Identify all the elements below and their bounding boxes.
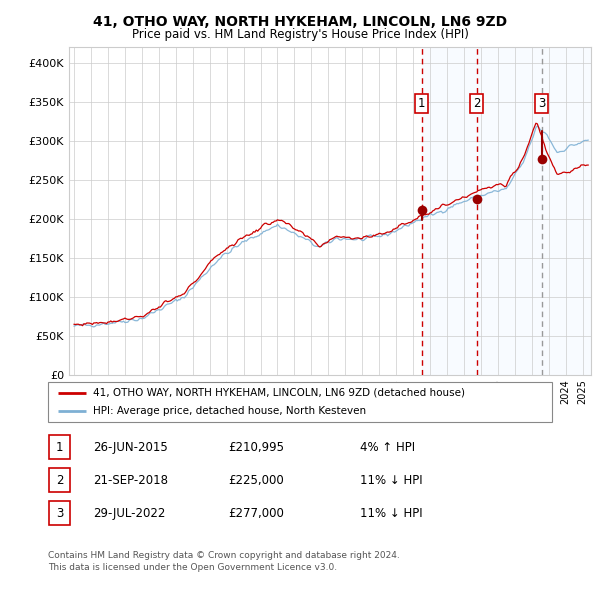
Text: 41, OTHO WAY, NORTH HYKEHAM, LINCOLN, LN6 9ZD: 41, OTHO WAY, NORTH HYKEHAM, LINCOLN, LN… [93,15,507,30]
Text: This data is licensed under the Open Government Licence v3.0.: This data is licensed under the Open Gov… [48,563,337,572]
Text: Price paid vs. HM Land Registry's House Price Index (HPI): Price paid vs. HM Land Registry's House … [131,28,469,41]
Text: 29-JUL-2022: 29-JUL-2022 [93,507,166,520]
FancyBboxPatch shape [49,502,70,525]
FancyBboxPatch shape [48,382,552,422]
Text: 1: 1 [418,97,425,110]
Text: £225,000: £225,000 [228,474,284,487]
Text: £277,000: £277,000 [228,507,284,520]
Text: HPI: Average price, detached house, North Kesteven: HPI: Average price, detached house, Nort… [94,406,367,416]
Text: 26-JUN-2015: 26-JUN-2015 [93,441,168,454]
FancyBboxPatch shape [49,468,70,492]
Text: 11% ↓ HPI: 11% ↓ HPI [360,507,422,520]
Text: £210,995: £210,995 [228,441,284,454]
Text: 2: 2 [56,474,63,487]
Bar [422,47,600,375]
Text: 41, OTHO WAY, NORTH HYKEHAM, LINCOLN, LN6 9ZD (detached house): 41, OTHO WAY, NORTH HYKEHAM, LINCOLN, LN… [94,388,466,398]
Text: 4% ↑ HPI: 4% ↑ HPI [360,441,415,454]
Text: Contains HM Land Registry data © Crown copyright and database right 2024.: Contains HM Land Registry data © Crown c… [48,552,400,560]
Text: 2: 2 [473,97,481,110]
Text: 3: 3 [538,97,545,110]
FancyBboxPatch shape [49,435,70,459]
Text: 1: 1 [56,441,63,454]
Text: 11% ↓ HPI: 11% ↓ HPI [360,474,422,487]
Text: 3: 3 [56,507,63,520]
Text: 21-SEP-2018: 21-SEP-2018 [93,474,168,487]
